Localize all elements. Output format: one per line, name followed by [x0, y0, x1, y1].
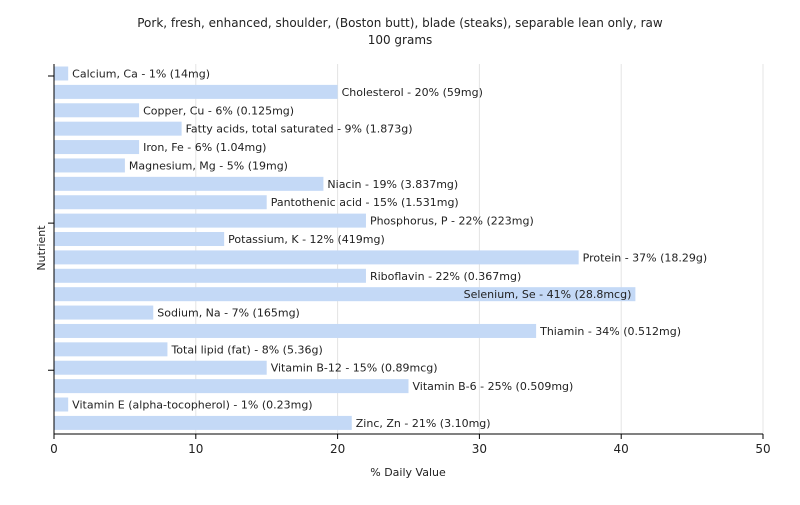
bar-16 [54, 360, 267, 375]
bars: Calcium, Ca - 1% (14mg) Cholesterol - 20%… [54, 66, 708, 430]
bar-5 [54, 158, 125, 173]
bar-11 [54, 268, 366, 283]
x-tick-label-0: 0 [50, 442, 58, 456]
bar-2 [54, 103, 140, 118]
bar-label-13: Sodium, Na - 7% (165mg) [157, 307, 300, 320]
bar-label-19: Zinc, Zn - 21% (3.10mg) [356, 417, 491, 430]
bar-13 [54, 305, 154, 320]
bar-label-4: Iron, Fe - 6% (1.04mg) [143, 141, 266, 154]
bar-8 [54, 213, 366, 228]
bar-label-7: Pantothenic acid - 15% (1.531mg) [271, 196, 459, 209]
bar-18 [54, 397, 69, 412]
bar-7 [54, 195, 267, 210]
y-axis-label: Nutrient [35, 225, 48, 271]
x-tick-label-4: 40 [614, 442, 629, 456]
bar-label-14: Thiamin - 34% (0.512mg) [539, 325, 681, 338]
bar-label-9: Potassium, K - 12% (419mg) [228, 233, 385, 246]
chart-title-line1: Pork, fresh, enhanced, shoulder, (Boston… [137, 16, 663, 30]
bar-label-16: Vitamin B-12 - 15% (0.89mcg) [271, 362, 438, 375]
x-tick-label-3: 30 [472, 442, 487, 456]
bar-1 [54, 84, 338, 99]
bar-label-10: Protein - 37% (18.29g) [583, 251, 708, 264]
x-tick-label-2: 20 [330, 442, 345, 456]
x-tick-label-1: 10 [188, 442, 203, 456]
bar-label-1: Cholesterol - 20% (59mg) [342, 86, 483, 99]
bar-19 [54, 415, 352, 430]
bar-4 [54, 140, 140, 155]
bar-label-8: Phosphorus, P - 22% (223mg) [370, 215, 534, 228]
chart-title-line2: 100 grams [368, 33, 433, 47]
bar-6 [54, 176, 324, 191]
bar-17 [54, 379, 409, 394]
bar-label-2: Copper, Cu - 6% (0.125mg) [143, 104, 294, 117]
bar-label-12: Selenium, Se - 41% (28.8mcg) [464, 288, 632, 301]
bar-label-15: Total lipid (fat) - 8% (5.36g) [170, 343, 322, 356]
bar-label-18: Vitamin E (alpha-tocopherol) - 1% (0.23m… [72, 399, 312, 412]
bar-label-5: Magnesium, Mg - 5% (19mg) [129, 159, 288, 172]
bar-label-6: Niacin - 19% (3.837mg) [327, 178, 458, 191]
bar-12 [54, 287, 636, 302]
x-axis-label: % Daily Value [370, 466, 446, 479]
gridlines [195, 64, 764, 434]
bar-label-17: Vitamin B-6 - 25% (0.509mg) [413, 380, 574, 393]
bar-0 [54, 66, 69, 81]
bar-14 [54, 323, 537, 338]
bar-10 [54, 250, 579, 265]
bar-15 [54, 342, 168, 357]
x-tick-label-5: 50 [755, 442, 770, 456]
bar-label-3: Fatty acids, total saturated - 9% (1.873… [186, 123, 413, 136]
bar-label-11: Riboflavin - 22% (0.367mg) [370, 270, 521, 283]
bar-9 [54, 232, 225, 247]
axes: 0 10 20 30 40 50 [48, 64, 771, 456]
bar-label-0: Calcium, Ca - 1% (14mg) [72, 68, 210, 81]
bar-3 [54, 121, 182, 136]
